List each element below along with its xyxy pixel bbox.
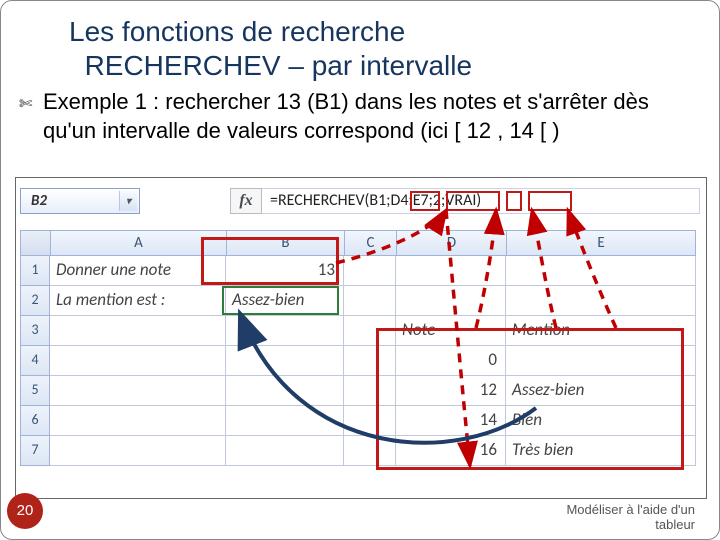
cell-A1[interactable]: Donner une note [50, 256, 226, 286]
row-1: 1 Donner une note 13 [20, 256, 700, 286]
row-header-2[interactable]: 2 [20, 286, 50, 316]
formula-bar-row: B2 ▾ fx =RECHERCHEV(B1;D4:E7;2;VRAI) [20, 186, 700, 216]
cell-C1[interactable] [344, 256, 396, 286]
cell-A6[interactable] [50, 406, 226, 436]
cell-B4[interactable] [226, 346, 344, 376]
chevron-down-icon[interactable]: ▾ [119, 191, 137, 211]
cell-B3[interactable] [226, 316, 344, 346]
col-header-C[interactable]: C [344, 230, 396, 256]
highlight-arg-1 [410, 191, 440, 211]
row-header-3[interactable]: 3 [20, 316, 50, 346]
select-all-corner[interactable] [20, 230, 50, 256]
cell-A2[interactable]: La mention est : [50, 286, 226, 316]
col-header-A[interactable]: A [50, 230, 226, 256]
slide-number-badge: 20 [7, 493, 43, 529]
highlight-arg-4 [528, 191, 572, 211]
active-cell-border [222, 286, 339, 315]
footer-text: Modéliser à l'aide d'un tableur [566, 502, 695, 533]
cell-C2[interactable] [344, 286, 396, 316]
footer-line-2: tableur [655, 517, 695, 532]
example-description: Exemple 1 : rechercher 13 (B1) dans les … [43, 88, 701, 145]
title-line-2: RECHERCHEV – par intervalle [85, 50, 472, 81]
column-headers: A B C D E [20, 230, 700, 256]
cell-B5[interactable] [226, 376, 344, 406]
title-line-1: Les fonctions de recherche [69, 16, 405, 47]
highlight-arg-3 [506, 191, 522, 211]
row-header-6[interactable]: 6 [20, 406, 50, 436]
col-header-D[interactable]: D [396, 230, 506, 256]
excel-screenshot: B2 ▾ fx =RECHERCHEV(B1;D4:E7;2;VRAI) A B… [15, 177, 707, 499]
footer-line-1: Modéliser à l'aide d'un [566, 502, 695, 517]
cell-A5[interactable] [50, 376, 226, 406]
row-2: 2 La mention est : Assez-bien [20, 286, 700, 316]
name-box[interactable]: B2 ▾ [20, 188, 140, 214]
cell-D1[interactable] [396, 256, 506, 286]
cell-A4[interactable] [50, 346, 226, 376]
cell-D2[interactable] [396, 286, 506, 316]
row-header-1[interactable]: 1 [20, 256, 50, 286]
cell-B7[interactable] [226, 436, 344, 466]
bullet-icon: ✄ [19, 94, 39, 114]
fx-button[interactable]: fx [230, 188, 262, 214]
col-header-E[interactable]: E [506, 230, 696, 256]
cell-A7[interactable] [50, 436, 226, 466]
cell-E1[interactable] [506, 256, 696, 286]
row-header-4[interactable]: 4 [20, 346, 50, 376]
highlight-box-b1 [201, 237, 339, 285]
formula-input[interactable]: =RECHERCHEV(B1;D4:E7;2;VRAI) [262, 188, 700, 214]
row-header-5[interactable]: 5 [20, 376, 50, 406]
highlight-arg-2 [446, 191, 500, 211]
name-box-value: B2 [31, 192, 47, 210]
row-header-7[interactable]: 7 [20, 436, 50, 466]
slide-title: Les fonctions de recherche RECHERCHEV – … [69, 15, 701, 82]
highlight-box-table [376, 328, 684, 470]
cell-A3[interactable] [50, 316, 226, 346]
cell-E2[interactable] [506, 286, 696, 316]
cell-B6[interactable] [226, 406, 344, 436]
